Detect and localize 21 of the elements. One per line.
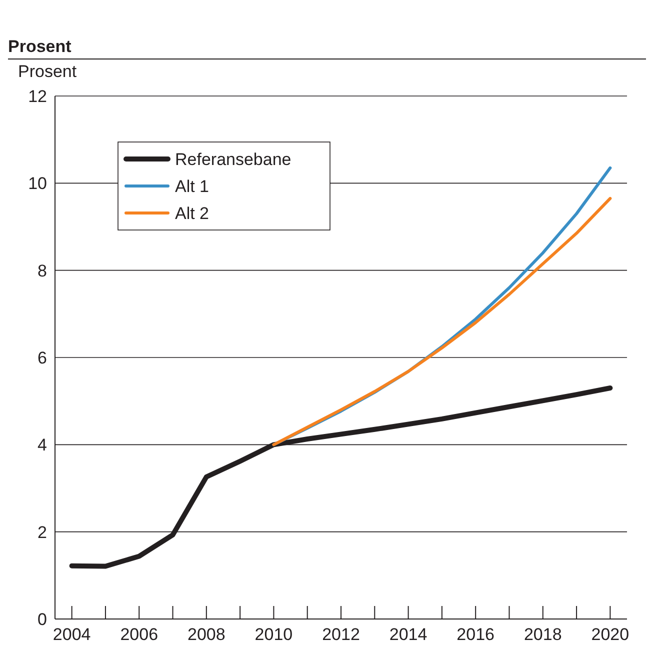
x-tick-label: 2014 xyxy=(389,625,428,644)
x-tick-label: 2010 xyxy=(254,625,293,644)
x-tick-label: 2020 xyxy=(591,625,630,644)
y-tick-label: 8 xyxy=(38,261,47,280)
x-tick-label: 2004 xyxy=(52,625,91,644)
legend-label: Alt 1 xyxy=(175,176,210,196)
y-tick-label: 4 xyxy=(38,436,47,455)
y-tick-label: 2 xyxy=(38,522,47,542)
x-tick-label: 2012 xyxy=(322,625,360,644)
x-tick-label: 2008 xyxy=(188,625,226,644)
y-tick-label: 10 xyxy=(28,174,47,194)
chart-title: Prosent xyxy=(8,37,72,56)
legend-label: Alt 2 xyxy=(175,204,210,223)
y-tick-label: 0 xyxy=(38,610,47,629)
x-tick-label: 2006 xyxy=(120,625,158,644)
y-tick-label: 6 xyxy=(38,348,47,368)
x-tick-label: 2016 xyxy=(456,625,494,644)
y-tick-label: 12 xyxy=(28,86,47,106)
legend-label: Referansebane xyxy=(175,150,292,169)
y-axis-title: Prosent xyxy=(18,62,77,81)
x-tick-label: 2018 xyxy=(524,625,562,644)
